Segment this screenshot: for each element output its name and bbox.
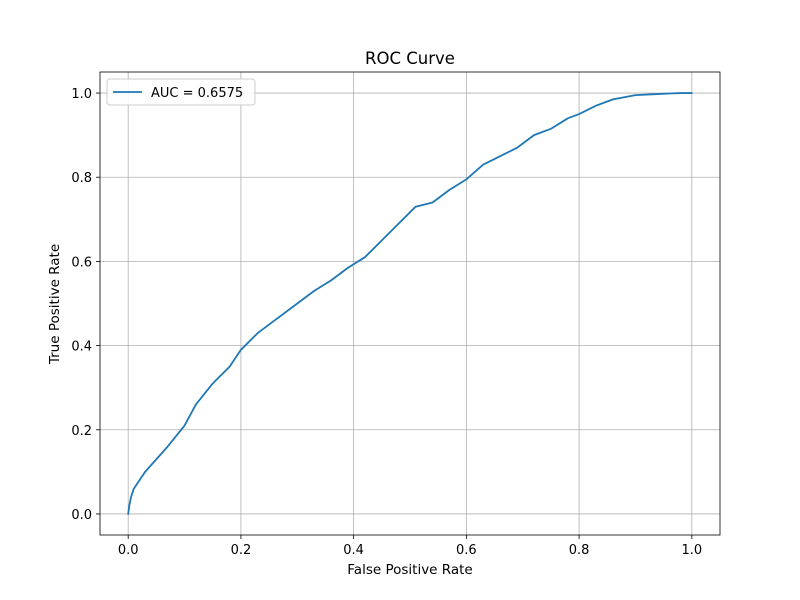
legend-frame [106, 78, 256, 106]
x-tick-label: 0.6 [456, 543, 477, 558]
y-tick-label: 0.2 [71, 424, 92, 439]
legend: AUC = 0.6575 [106, 78, 256, 106]
y-tick-label: 1.0 [71, 87, 92, 102]
axis-ticks: 0.0 0.2 0.4 0.6 0.8 1.0 0.0 0.2 0.4 0.6 0.8 1.0 [71, 87, 702, 558]
y-tick-label: 0.4 [71, 340, 92, 355]
plot-area-frame [99, 71, 721, 536]
legend-label: AUC = 0.6575 [151, 86, 243, 101]
chart-title: ROC Curve [365, 49, 455, 68]
x-axis-label: False Positive Rate [347, 562, 472, 578]
x-tick-label: 0.2 [231, 543, 252, 558]
y-tick-label: 0.8 [71, 171, 92, 186]
y-tick-label: 0.6 [71, 255, 92, 270]
grid-lines [100, 72, 720, 535]
y-tick-label: 0.0 [71, 508, 92, 523]
x-tick-label: 0.0 [118, 543, 139, 558]
x-tick-label: 1.0 [681, 543, 702, 558]
x-tick-label: 0.4 [343, 543, 364, 558]
roc-curve-line [127, 92, 693, 515]
x-tick-label: 0.8 [569, 543, 590, 558]
y-axis-label: True Positive Rate [47, 244, 63, 365]
